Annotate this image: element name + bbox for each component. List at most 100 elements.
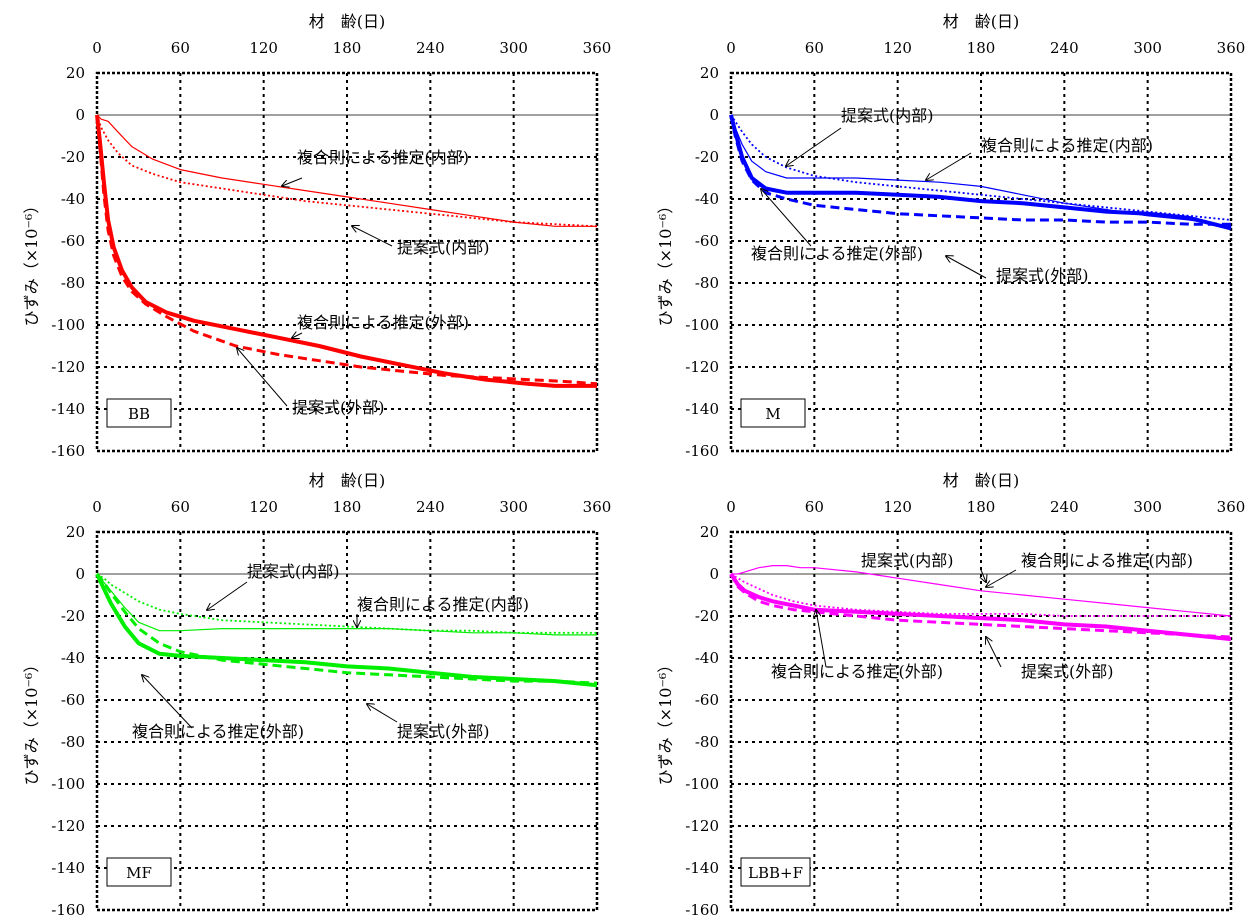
y-tick-label: 20: [700, 523, 719, 541]
y-tick-label: 20: [66, 64, 85, 82]
chart-panel-lbbf: 0 60 120 180 240 300 360 20 0 -20 -40 -60 -80 -100 -12…: [656, 471, 1245, 917]
series-line-proposed-outer: [729, 114, 1231, 226]
series-line-measured-outer: [95, 573, 598, 688]
series-tag-label: MF: [126, 864, 152, 882]
y-tick-label: -120: [51, 817, 85, 835]
annotation-label: 複合則による推定(内部): [981, 136, 1153, 155]
x-tick-label: 120: [883, 39, 912, 57]
x-tick-label: 180: [333, 39, 362, 57]
annotation-arrow: [142, 675, 193, 729]
series-line-proposed-inner: [730, 114, 1232, 221]
series-tag-box: [740, 398, 806, 428]
y-tick-label: -20: [61, 607, 85, 625]
y-tick-label: -60: [61, 232, 85, 250]
annotation-label: 提案式(外部): [1021, 662, 1114, 681]
annotation-arrow: [207, 581, 248, 610]
x-tick-label: 0: [92, 498, 102, 516]
annotation-label: 複合則による推定(外部): [771, 662, 943, 681]
y-tick-label: -100: [685, 775, 719, 793]
annotation-label: 提案式(内部): [861, 551, 954, 570]
annotation-arrow: [761, 189, 812, 247]
y-tick-label: 20: [700, 64, 719, 82]
x-tick-label: 120: [883, 498, 912, 516]
x-tick-label: 240: [416, 498, 445, 516]
x-tick-label: 60: [805, 498, 824, 516]
y-tick-label: -80: [695, 733, 719, 751]
y-tick-label: -60: [695, 691, 719, 709]
annotation-label: 複合則による推定(外部): [751, 244, 923, 263]
y-tick-label: 0: [75, 106, 85, 124]
x-tick-label: 120: [249, 498, 278, 516]
y-tick-label: -40: [61, 649, 85, 667]
x-tick-label: 0: [92, 39, 102, 57]
annotation-arrow: [786, 127, 842, 166]
y-tick-label: -100: [685, 316, 719, 334]
plot-frame: [729, 530, 1233, 912]
series-tag-label: LBB+F: [748, 864, 803, 882]
series-tag-label: M: [765, 405, 780, 423]
series-line-proposed-outer: [95, 114, 598, 386]
series-line-measured-inner: [96, 573, 597, 636]
series-tag-label: BB: [128, 405, 150, 423]
annotation-label: 複合則による推定(内部): [357, 595, 529, 614]
y-axis-title: ひずみ（×10⁻⁶）: [656, 198, 675, 327]
x-axis-title: 材 齢(日): [309, 12, 386, 31]
y-tick-label: -80: [695, 274, 719, 292]
series-tag-box: [106, 857, 172, 887]
annotation-label: 提案式(外部): [292, 398, 385, 417]
annotation-label: 複合則による推定(内部): [297, 148, 469, 167]
x-axis-title: 材 齢(日): [943, 471, 1020, 490]
x-tick-label: 360: [1217, 498, 1246, 516]
y-tick-label: 20: [66, 523, 85, 541]
y-tick-label: -160: [685, 901, 719, 917]
x-tick-label: 60: [171, 39, 190, 57]
y-axis-title: ひずみ（×10⁻⁶）: [22, 657, 41, 786]
x-tick-label: 300: [499, 39, 528, 57]
y-tick-label: 0: [709, 565, 719, 583]
x-axis-title: 材 齢(日): [309, 471, 386, 490]
x-tick-label: 240: [416, 39, 445, 57]
y-tick-label: -20: [695, 148, 719, 166]
y-tick-label: -120: [685, 358, 719, 376]
y-tick-label: -140: [685, 400, 719, 418]
y-tick-label: -20: [695, 607, 719, 625]
annotation-arrow: [292, 333, 303, 338]
annotation-arrow: [986, 569, 1017, 587]
y-tick-label: -60: [695, 232, 719, 250]
y-tick-label: -80: [61, 274, 85, 292]
y-tick-label: -140: [685, 859, 719, 877]
series-line-proposed-inner: [96, 114, 598, 228]
annotation-arrow: [986, 637, 1002, 668]
x-tick-label: 180: [967, 39, 996, 57]
annotation-arrow: [981, 569, 986, 582]
series-line-proposed-inner: [96, 573, 597, 634]
x-tick-label: 360: [583, 39, 612, 57]
y-tick-label: 0: [75, 565, 85, 583]
annotation-label: 複合則による推定(内部): [1021, 551, 1193, 570]
y-tick-label: -60: [61, 691, 85, 709]
annotation-label: 提案式(外部): [397, 722, 490, 741]
chart-panel-m: 0 60 120 180 240 300 360 20 0 -20 -40 -60 -80 -100 -12…: [656, 12, 1245, 460]
series-line-measured-inner: [96, 114, 597, 227]
y-tick-label: -120: [685, 817, 719, 835]
x-tick-label: 0: [726, 39, 736, 57]
x-tick-label: 60: [805, 39, 824, 57]
x-tick-label: 180: [333, 498, 362, 516]
annotation-arrow: [946, 256, 987, 279]
y-tick-label: -140: [51, 859, 85, 877]
chart-panel-mf: 0 60 120 180 240 300 360 20 0 -20 -40 -60 -80 -100 -12…: [22, 471, 611, 917]
x-tick-label: 0: [726, 498, 736, 516]
series-tag-box: [106, 398, 172, 428]
annotation-arrow: [237, 348, 288, 407]
y-tick-label: 0: [709, 106, 719, 124]
annotation-arrow: [926, 152, 972, 180]
annotation-arrow: [816, 610, 827, 668]
annotation-label: 提案式(内部): [841, 106, 934, 125]
y-tick-label: -120: [51, 358, 85, 376]
chart-panel-bb: 0 60 120 180 240 300 360 20 0 -20 -40 -60 -80 -100 -12…: [22, 12, 611, 460]
series-line-proposed-outer: [95, 573, 598, 685]
annotation-arrow: [352, 226, 393, 247]
y-tick-label: -40: [695, 649, 719, 667]
plot-frame: [729, 71, 1233, 453]
x-tick-label: 240: [1050, 39, 1079, 57]
